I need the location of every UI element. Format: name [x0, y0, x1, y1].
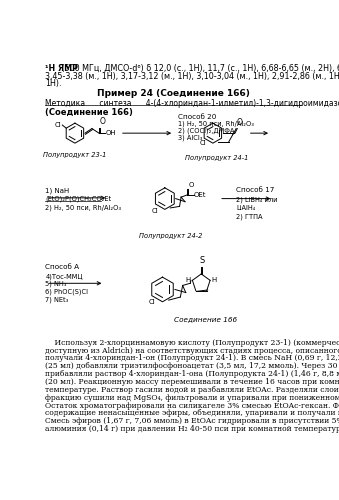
Text: Методика      синтеза      4-(4-хлориндан-1-илметил)-1,3-дигидроимидазол-2-тиона: Методика синтеза 4-(4-хлориндан-1-илмети… [45, 98, 339, 108]
Text: Используя 2-хлорциннамовую кислоту (Полупродукт 23-1) (коммерчески: Используя 2-хлорциннамовую кислоту (Полу… [45, 338, 339, 346]
Text: температуре. Раствор гасили водой и разбавляли EtOAc. Разделяли слои, органическ: температуре. Раствор гасили водой и разб… [45, 386, 339, 394]
Text: Cl: Cl [55, 122, 62, 128]
Text: OEt: OEt [194, 192, 206, 198]
Text: Пример 24 (Соединение 166): Пример 24 (Соединение 166) [97, 90, 250, 98]
Text: Смесь эфиров (1,67 г, 7,06 ммоль) в EtOAc гидрировали в присутствии 5% Rh на оки: Смесь эфиров (1,67 г, 7,06 ммоль) в EtOA… [45, 418, 339, 426]
Text: OH: OH [105, 130, 116, 136]
Text: 6) PhOC(S)Cl: 6) PhOC(S)Cl [45, 288, 88, 295]
Text: алюминия (0,14 г) при давлении H₂ 40-50 пси при комнатной температуре в течение : алюминия (0,14 г) при давлении H₂ 40-50 … [45, 425, 339, 433]
Text: 7) NEt₃: 7) NEt₃ [45, 296, 69, 303]
Text: 1) NaH: 1) NaH [45, 187, 70, 194]
Text: 2) ГТПА: 2) ГТПА [236, 213, 263, 220]
Text: 4)Тос-ММЦ: 4)Тос-ММЦ [45, 274, 83, 280]
Text: Способ А: Способ А [45, 264, 80, 270]
Text: Остаток хроматографировали на силикагеле 3% смесью EtOAc-гексан. Фракции,: Остаток хроматографировали на силикагеле… [45, 402, 339, 409]
Text: ¹H ЯМР: ¹H ЯМР [45, 64, 78, 73]
Text: получали 4-хлориндан-1-он (Полупродукт 24-1). В смесь NaH (0,69 г, 12,2 ммоль) в: получали 4-хлориндан-1-он (Полупродукт 2… [45, 354, 339, 362]
Text: Полупродукт 24-2: Полупродукт 24-2 [139, 233, 203, 239]
Text: 1) H₂, 50 пси, Rh/Al₂O₃: 1) H₂, 50 пси, Rh/Al₂O₃ [178, 121, 254, 128]
Text: (Соединение 166): (Соединение 166) [45, 108, 133, 116]
Text: Полупродукт 24-1: Полупродукт 24-1 [185, 154, 248, 160]
Text: (20 мл). Реакционную массу перемешивали в течение 16 часов при комнатной: (20 мл). Реакционную массу перемешивали … [45, 378, 339, 386]
Text: H: H [186, 276, 191, 282]
Text: (EtO)₂P(O)CH₂CO₂Et: (EtO)₂P(O)CH₂CO₂Et [45, 196, 112, 202]
Text: Cl: Cl [152, 208, 159, 214]
Text: Cl: Cl [199, 140, 206, 146]
Text: H: H [212, 276, 217, 282]
Text: 3) AlCl₃: 3) AlCl₃ [178, 134, 202, 141]
Text: содержащие ненасыщенные эфиры, объединяли, упаривали и получали продукт, 1,67 г.: содержащие ненасыщенные эфиры, объединял… [45, 410, 339, 418]
Text: 3,45-3,38 (м., 1H), 3,17-3,12 (м., 1H), 3,10-3,04 (м., 1H), 2,91-2,86 (м., 1H), : 3,45-3,38 (м., 1H), 3,17-3,12 (м., 1H), … [45, 72, 339, 80]
Text: S: S [199, 256, 204, 266]
Text: LiAlH₄: LiAlH₄ [236, 205, 255, 211]
Text: Полупродукт 23-1: Полупродукт 23-1 [43, 152, 106, 158]
Text: 5) NH₃: 5) NH₃ [45, 281, 67, 287]
Text: 2) (COCl)₂,ДМФА: 2) (COCl)₂,ДМФА [178, 128, 234, 134]
Text: Способ 20: Способ 20 [178, 114, 216, 120]
Text: O: O [100, 117, 106, 126]
Text: O: O [189, 182, 194, 188]
Text: Cl: Cl [148, 300, 155, 306]
Text: 2) H₂, 50 пси, Rh/Al₂O₃: 2) H₂, 50 пси, Rh/Al₂O₃ [45, 205, 121, 212]
Text: (500 МГц, ДМСО-d⁶) δ 12,0 (с., 1H), 11,7 (с., 1H), 6,68-6,65 (м., 2H), 6,62 (с.,: (500 МГц, ДМСО-d⁶) δ 12,0 (с., 1H), 11,7… [59, 64, 339, 73]
Text: 1H).: 1H). [45, 79, 62, 88]
Text: прибавляли раствор 4-хлориндан-1-она (Полупродукта 24-1) (1,46 г, 8,8 ммоль) в Т: прибавляли раствор 4-хлориндан-1-она (По… [45, 370, 339, 378]
Text: Способ 17: Способ 17 [236, 187, 275, 193]
Text: Соединение 166: Соединение 166 [174, 316, 237, 322]
Text: O: O [237, 118, 243, 127]
Text: 2) LiBH₄ или: 2) LiBH₄ или [236, 196, 278, 203]
Text: (25 мл) добавляли триэтилфосфоноацетат (3,5 мл, 17,2 ммоль). Через 30 минут к см: (25 мл) добавляли триэтилфосфоноацетат (… [45, 362, 339, 370]
Text: фракцию сушили над MgSO₄, фильтровали и упаривали при пониженном давлении.: фракцию сушили над MgSO₄, фильтровали и … [45, 394, 339, 402]
Text: доступную из Aldrich) на соответствующих стадиях процесса, описанного в Способе : доступную из Aldrich) на соответствующих… [45, 346, 339, 354]
